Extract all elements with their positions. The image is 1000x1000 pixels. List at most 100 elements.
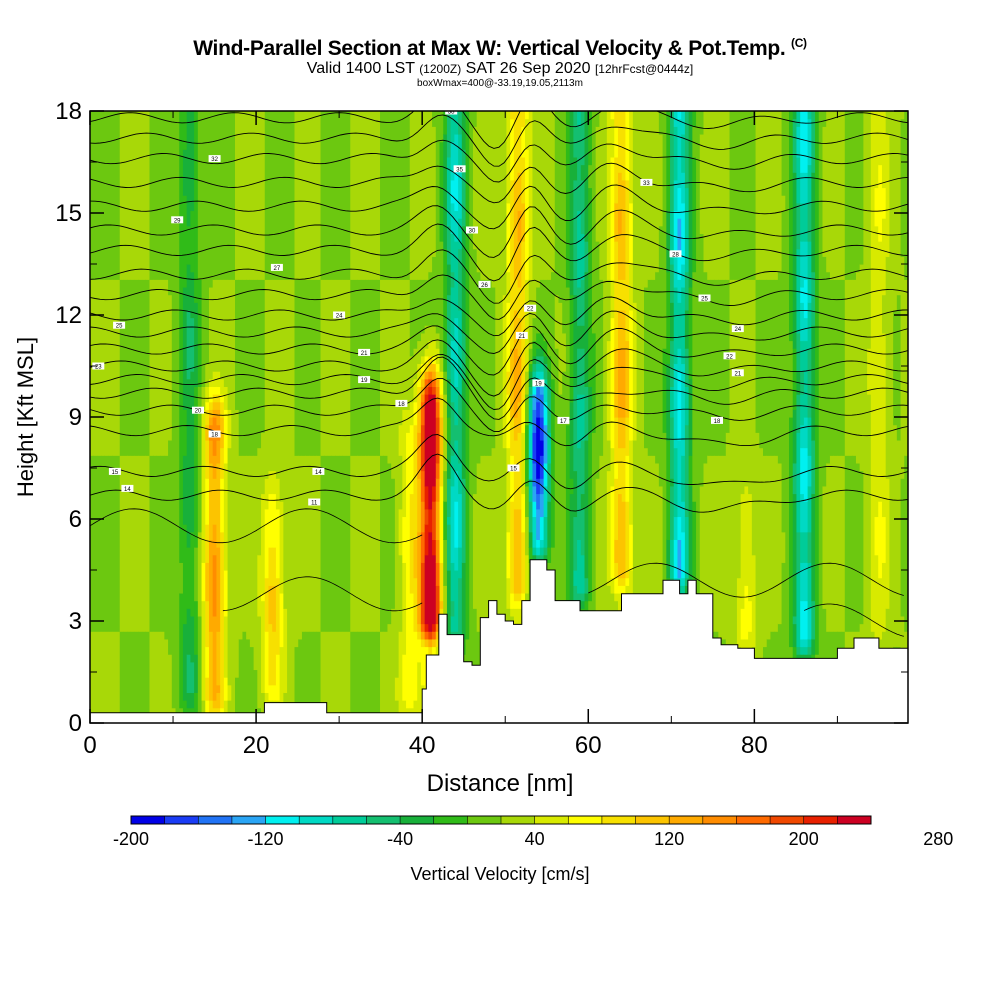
velocity-cell <box>803 501 809 533</box>
velocity-cell <box>629 111 634 204</box>
velocity-cell <box>543 462 548 487</box>
velocity-cell <box>532 462 537 487</box>
velocity-cell <box>855 271 861 464</box>
velocity-cell <box>513 592 519 602</box>
velocity-cell <box>539 332 545 349</box>
velocity-cell <box>272 470 277 495</box>
velocity-cell <box>220 394 225 403</box>
velocity-cell <box>339 455 344 632</box>
x-axis-label: Distance [nm] <box>427 770 574 797</box>
chart-title-text: Wind-Parallel Section at Max W: Vertical… <box>193 37 786 60</box>
velocity-cell <box>90 279 95 456</box>
velocity-cell <box>223 386 229 410</box>
velocity-cell <box>900 118 905 257</box>
velocity-cell <box>383 631 389 723</box>
isentrope-line <box>90 356 908 420</box>
velocity-cell <box>644 286 649 449</box>
velocity-cell <box>651 455 656 632</box>
velocity-cell <box>350 279 355 456</box>
velocity-cell <box>762 111 768 280</box>
velocity-cell <box>320 111 325 280</box>
velocity-cell <box>703 462 708 632</box>
velocity-cell <box>480 455 485 632</box>
isentrope-line <box>90 353 908 410</box>
velocity-cell <box>335 631 340 723</box>
velocity-cell <box>432 340 437 357</box>
velocity-cell <box>409 401 415 426</box>
velocity-cell <box>197 615 203 723</box>
velocity-cell <box>331 455 336 632</box>
velocity-cell <box>539 554 545 563</box>
velocity-cell <box>435 585 441 625</box>
velocity-cell <box>677 111 682 120</box>
velocity-cell <box>443 133 448 250</box>
velocity-cell <box>506 302 511 372</box>
velocity-cell <box>670 386 675 418</box>
velocity-cell <box>789 340 794 418</box>
velocity-cell <box>513 279 519 311</box>
velocity-cell <box>606 439 612 472</box>
velocity-cell <box>372 631 377 723</box>
velocity-cell <box>841 455 846 632</box>
velocity-cell <box>156 111 162 280</box>
velocity-cell <box>208 439 214 464</box>
velocity-cell <box>774 279 779 456</box>
velocity-cell <box>539 439 545 456</box>
velocity-cell <box>647 111 653 280</box>
velocity-cell <box>610 279 615 319</box>
velocity-cell <box>420 279 426 334</box>
velocity-cell <box>837 455 842 632</box>
velocity-cell <box>792 493 798 617</box>
velocity-cell <box>506 271 511 303</box>
velocity-cell <box>353 455 359 632</box>
velocity-cell <box>543 386 548 403</box>
velocity-cell <box>283 608 288 693</box>
velocity-cell <box>536 417 541 479</box>
velocity-cell <box>320 631 325 723</box>
velocity-cell <box>584 439 589 579</box>
velocity-cell <box>651 279 656 456</box>
velocity-cell <box>569 401 574 479</box>
velocity-cell <box>249 646 255 723</box>
velocity-cell <box>439 485 444 563</box>
velocity-cell <box>446 264 452 296</box>
velocity-cell <box>223 279 229 387</box>
velocity-cell <box>688 111 693 288</box>
velocity-cell <box>621 279 627 311</box>
velocity-cell <box>413 348 418 380</box>
velocity-cell <box>327 279 333 456</box>
velocity-cell <box>878 164 883 242</box>
velocity-cell <box>398 554 403 632</box>
velocity-cell <box>800 638 805 648</box>
contour-label: 29 <box>174 218 181 224</box>
velocity-cell <box>803 241 809 280</box>
velocity-cell <box>536 332 541 349</box>
velocity-cell <box>327 111 333 280</box>
velocity-cell <box>606 279 612 342</box>
velocity-cell <box>257 447 262 556</box>
velocity-cell <box>435 462 441 479</box>
velocity-cell <box>792 111 798 120</box>
velocity-cell <box>257 554 262 617</box>
velocity-cell <box>231 279 236 723</box>
velocity-cell <box>580 554 586 594</box>
velocity-cell <box>577 325 582 349</box>
velocity-cell <box>108 279 113 456</box>
velocity-cell <box>134 455 139 632</box>
velocity-cell <box>844 111 850 280</box>
velocity-cell <box>800 493 805 533</box>
velocity-cell <box>417 386 422 410</box>
velocity-cell <box>298 455 303 640</box>
velocity-cell <box>223 462 229 571</box>
velocity-cell <box>420 501 426 533</box>
velocity-cell <box>212 386 218 395</box>
velocity-cell <box>409 355 415 403</box>
velocity-cell <box>670 111 675 212</box>
velocity-cell <box>435 363 441 372</box>
velocity-cell <box>740 111 745 280</box>
velocity-cell <box>208 631 214 701</box>
contour-label-bg <box>312 467 325 475</box>
velocity-cell <box>127 111 132 280</box>
velocity-cell <box>182 455 188 525</box>
contour-label: 21 <box>734 371 741 377</box>
